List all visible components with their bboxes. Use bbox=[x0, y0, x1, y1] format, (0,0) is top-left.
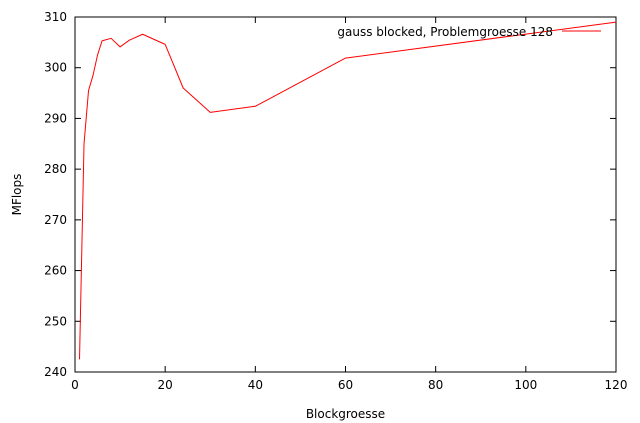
legend: gauss blocked, Problemgroesse 128 bbox=[337, 25, 601, 39]
y-tick-label: 280 bbox=[44, 162, 67, 176]
series-layer bbox=[79, 21, 617, 360]
y-tick-label: 290 bbox=[44, 111, 67, 125]
x-tick-label: 0 bbox=[71, 378, 79, 392]
x-tick-label: 80 bbox=[428, 378, 443, 392]
plot-frame bbox=[74, 16, 617, 373]
x-tick-label: 20 bbox=[158, 378, 173, 392]
series-line-0 bbox=[79, 21, 617, 360]
y-tick-label: 310 bbox=[44, 10, 67, 24]
x-tick-label: 60 bbox=[338, 378, 353, 392]
x-tick-label: 100 bbox=[514, 378, 537, 392]
legend-label: gauss blocked, Problemgroesse 128 bbox=[337, 25, 553, 39]
x-axis-label: Blockgroesse bbox=[306, 407, 385, 421]
y-tick-label: 250 bbox=[44, 314, 67, 328]
x-tick-label: 40 bbox=[248, 378, 263, 392]
y-tick-label: 270 bbox=[44, 213, 67, 227]
tick-labels: 0 20 40 60 80 100 120 240 250 260 270 280 290 300 310 bbox=[44, 10, 627, 392]
y-tick-label: 260 bbox=[44, 264, 67, 278]
y-tick-label: 300 bbox=[44, 61, 67, 75]
x-tick-label: 120 bbox=[605, 378, 628, 392]
axis-ticks bbox=[74, 16, 617, 373]
y-tick-label: 240 bbox=[44, 365, 67, 379]
y-axis-label: MFlops bbox=[10, 174, 24, 216]
